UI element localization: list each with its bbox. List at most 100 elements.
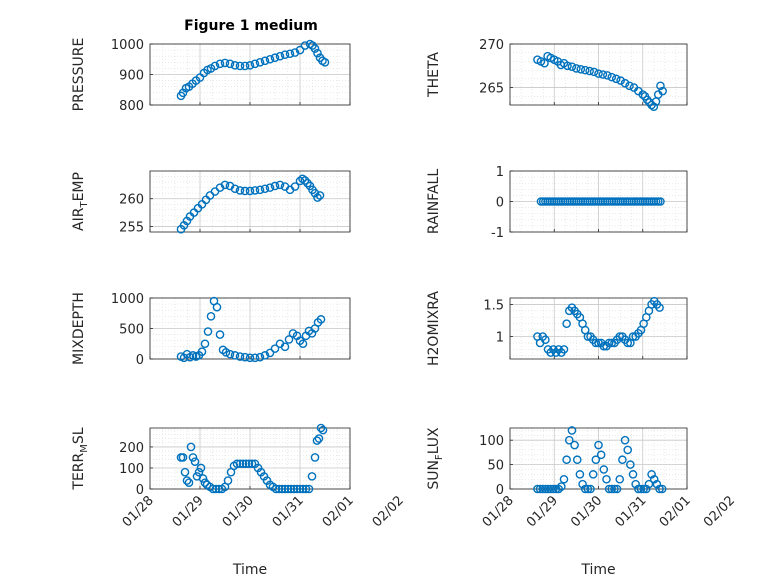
data-point [567,426,577,435]
x-tick-label: 01/31 [612,493,649,530]
data-point [238,459,248,469]
data-point [194,467,204,477]
data-point [295,45,305,55]
data-point [215,59,225,69]
data-point [245,353,255,363]
x-tick-label: 02/02 [370,493,407,530]
data-point [626,460,635,469]
y-tick-label: 50 [487,459,504,474]
x-tick-label: 01/28 [120,493,157,530]
data-point [295,176,305,186]
data-point [255,58,265,67]
x-axis-label: Time [232,562,267,578]
data-point [652,479,662,489]
data-point [240,352,250,362]
data-point [230,61,240,70]
data-point [636,484,646,494]
data-point [655,484,664,494]
data-point [210,61,220,71]
data-point [275,180,285,190]
data-point [230,184,240,194]
y-tick-label: 1000 [111,38,144,53]
data-point [618,455,627,465]
y-tick-label: 0 [136,353,144,368]
data-point [554,484,563,494]
data-point [255,185,265,195]
data-point [620,435,630,445]
data-point [559,474,569,484]
y-tick-label: 800 [119,99,144,114]
data-point [572,455,582,465]
data-point [310,188,320,198]
data-point [196,463,206,473]
data-point [210,187,220,196]
data-point [567,62,577,71]
x-tick-label: 01/31 [270,493,307,530]
x-tick-label: 02/01 [320,493,357,530]
data-point [203,327,213,336]
data-point [245,186,255,196]
data-point [225,349,235,359]
data-point [607,72,617,82]
data-point [220,180,230,190]
data-point [295,484,305,494]
x-tick-label: 02/01 [657,493,694,530]
data-point [245,61,255,70]
data-point [280,484,290,494]
y-tick-label: 1 [496,331,504,346]
data-point [198,474,208,483]
data-point [594,440,603,450]
data-point [647,470,656,479]
data-point [270,53,280,63]
data-point [232,459,242,469]
y-tick-label: 265 [479,82,504,97]
data-point [656,197,665,206]
data-point [602,474,611,484]
x-tick-label: 01/29 [170,493,207,530]
y-tick-label: -1 [491,226,504,241]
data-point [316,423,326,433]
data-point [320,58,330,67]
data-point [628,470,638,479]
y-tick-label: 255 [119,220,144,235]
axes-terr-msl: 0 100 200 TERRMSL 01/28 01/29 01/30 01/31 02/01 0… [71,423,407,578]
x-tick-label: 01/29 [524,493,561,530]
axes-box [509,170,688,233]
data-point [280,50,290,59]
axes-box [509,427,688,490]
y-axis-label: SUNFLUX [426,427,445,490]
y-tick-label: 260 [119,193,144,208]
data-point [212,302,222,312]
data-point [197,347,207,356]
axes-rainfall: -1 0 1 RAINFALL [426,165,688,241]
data-point [620,78,630,88]
data-point [535,484,545,494]
axes-box [149,427,351,490]
data-point [206,311,216,321]
axes-box [149,170,351,233]
data-point [304,484,314,494]
data-point [265,183,275,192]
data-point [285,49,295,59]
data-point [583,484,593,494]
data-point [190,457,200,466]
data-point [644,479,654,489]
data-point [598,70,608,79]
y-axis-label: RAINFALL [426,169,442,234]
axes-box [509,43,688,106]
data-point [289,484,299,494]
data-point [313,48,322,58]
x-tick-label: 01/28 [480,493,517,530]
axes-box [149,297,351,360]
data-point [184,478,194,487]
data-point [639,484,648,494]
data-point [625,81,634,91]
y-axis-label: AIRTEMP [71,172,90,231]
data-point [182,476,192,485]
y-tick-label: 100 [119,462,144,477]
data-point [615,474,625,484]
data-point [656,81,665,91]
data-point [585,66,594,76]
y-tick-label: 100 [479,434,504,449]
